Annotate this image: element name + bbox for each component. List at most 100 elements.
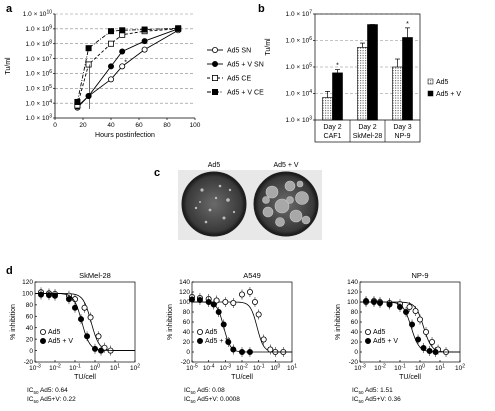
x-tick-label: 10-3 <box>219 364 231 373</box>
x-category-label: Day 2 <box>323 124 341 131</box>
y-tick-label: 1.0 × 103 <box>26 114 53 123</box>
significance-star: * <box>124 59 127 66</box>
ic50-text: IC50 Ad5+V: 0.36 <box>352 396 401 404</box>
plaque <box>232 210 236 214</box>
x-tick-label: 10-3 <box>354 364 366 373</box>
data-point <box>386 301 393 308</box>
data-point <box>74 98 81 105</box>
data-point <box>72 304 79 311</box>
data-point <box>213 297 220 304</box>
y-tick-label: 100 <box>179 299 190 306</box>
y-tick-label: 1.0 × 1010 <box>23 10 52 19</box>
y-tick-label: 1.0 × 109 <box>26 25 53 34</box>
series-line <box>77 28 179 107</box>
x-tick-label: 101 <box>287 364 297 373</box>
legend-marker <box>196 328 203 335</box>
data-point <box>141 38 148 45</box>
x-axis-label: Hours postinfection <box>95 132 155 139</box>
data-point <box>108 63 115 70</box>
legend-label: Ad5 + V SN <box>227 62 264 69</box>
plaque <box>296 180 304 188</box>
data-point <box>85 61 92 68</box>
legend-marker <box>211 47 218 54</box>
data-point <box>415 336 422 343</box>
y-tick-label: 60 <box>183 319 191 326</box>
legend-marker <box>40 328 47 335</box>
y-tick-label: 0 <box>354 349 358 356</box>
bar <box>402 37 413 121</box>
x-tick-label: 102 <box>455 364 465 373</box>
plaque <box>274 198 290 214</box>
data-point <box>363 297 370 304</box>
data-point <box>95 333 102 340</box>
data-point <box>45 292 52 299</box>
x-tick-label: 40 <box>107 122 115 129</box>
legend-marker <box>364 328 371 335</box>
x-tick-label: 80 <box>163 122 171 129</box>
y-tick-label: -20 <box>349 359 359 366</box>
data-point <box>52 292 59 299</box>
x-axis-label: TU/cell <box>399 374 421 381</box>
data-point <box>396 303 403 310</box>
x-category-label: Day 3 <box>393 124 411 131</box>
y-tick-label: 1.0 × 106 <box>286 36 313 45</box>
data-point <box>423 328 430 335</box>
ic50-text: IC50 Ad5: 0.08 <box>184 387 225 395</box>
plaque <box>295 191 309 205</box>
data-point <box>108 76 115 83</box>
y-tick-label: 140 <box>179 279 190 286</box>
panel-a: a 1.0 × 103 1.0 × 104 1.0 × 105 1.0 × 106 1.0… <box>5 3 264 139</box>
data-point <box>210 301 217 308</box>
data-point <box>92 345 99 352</box>
plaque <box>284 180 296 192</box>
legend-label: Ad5 + V <box>436 91 461 98</box>
plaque <box>218 184 222 188</box>
data-point <box>119 63 126 70</box>
y-axis-label: Tu/ml <box>265 38 272 56</box>
plaque <box>286 196 294 204</box>
y-tick-label: 20 <box>351 339 359 346</box>
data-point <box>432 348 439 355</box>
legend-marker <box>211 61 218 68</box>
x-axis-label: TU/cell <box>74 374 96 381</box>
x-tick-label: 100 <box>190 122 201 129</box>
y-tick-label: -20 <box>181 359 191 366</box>
data-point <box>238 291 245 298</box>
legend-marker <box>196 337 203 344</box>
plaque <box>199 201 201 203</box>
data-point <box>420 344 427 351</box>
data-point <box>85 45 92 52</box>
data-point <box>246 348 253 355</box>
y-tick-label: 80 <box>183 309 191 316</box>
data-point <box>238 348 245 355</box>
plaque <box>214 196 218 200</box>
plaque <box>200 188 204 192</box>
x-category-label: CAF1 <box>324 133 342 140</box>
data-point <box>403 308 410 315</box>
fit-curve <box>35 293 135 351</box>
data-point <box>84 333 91 340</box>
y-tick-label: 0 <box>29 348 33 355</box>
data-point <box>98 347 105 354</box>
ic50-text: IC50 Ad5+V: 0.0008 <box>184 396 240 404</box>
plaque <box>275 217 285 227</box>
data-point <box>188 296 195 303</box>
y-tick-label: 0 <box>186 349 190 356</box>
legend-label: Ad5 + V <box>373 338 398 345</box>
plate-label: Ad5 + V <box>273 162 298 169</box>
y-tick-label: 1.0 × 105 <box>26 84 53 93</box>
legend-marker <box>211 89 218 96</box>
data-point <box>260 336 267 343</box>
ic50-text: IC50 Ad5: 0.64 <box>27 387 68 395</box>
data-point <box>141 26 148 33</box>
panel-d3: NP-9 -20 0 20 40 60 80 100 120 140 10-3 10-2 10-1 100… <box>335 271 465 404</box>
plaque <box>262 206 274 218</box>
legend-label: Ad5 SN <box>227 48 251 55</box>
y-axis-label: % inhibition <box>335 304 342 340</box>
data-point <box>205 298 212 305</box>
y-tick-label: 60 <box>351 319 359 326</box>
y-tick-label: 60 <box>26 313 34 320</box>
y-tick-label: 40 <box>183 329 191 336</box>
data-point <box>215 308 222 315</box>
plaque <box>204 220 208 224</box>
